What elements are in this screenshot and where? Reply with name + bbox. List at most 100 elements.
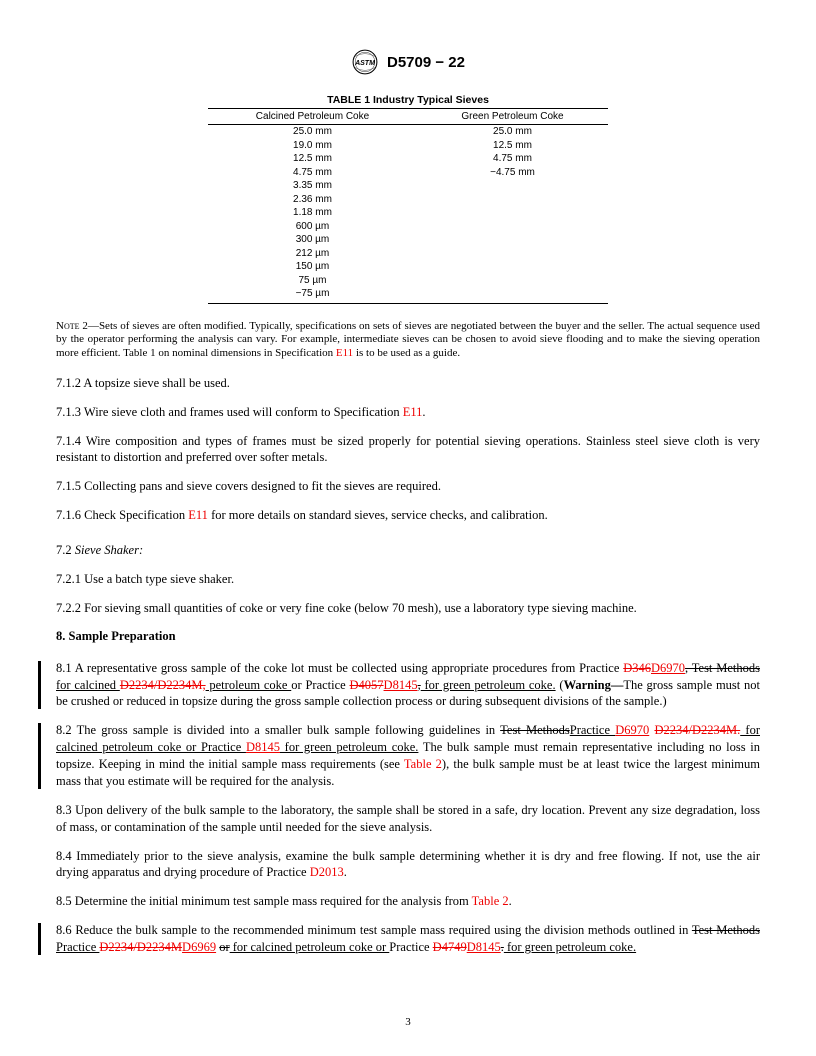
table-link[interactable]: Table 2 xyxy=(404,757,442,771)
deleted-ref: D4749 xyxy=(433,940,467,954)
table-cell: 3.35 mm xyxy=(208,179,417,193)
table-cell: −4.75 mm xyxy=(417,166,608,180)
para-text: or Practice xyxy=(291,678,349,692)
table-cell: 4.75 mm xyxy=(417,152,608,166)
para-7-2-2: 7.2.2 For sieving small quantities of co… xyxy=(56,600,760,617)
inserted-text: for green petroleum coke. xyxy=(280,740,418,754)
para-title: Sieve Shaker: xyxy=(75,543,143,557)
spec-link[interactable]: E11 xyxy=(403,405,423,419)
para-text: Upon delivery of the bulk sample to the … xyxy=(56,803,760,834)
para-num: 7.2.2 xyxy=(56,601,81,615)
deleted-text: Test Methods xyxy=(500,723,570,737)
svg-text:ASTM: ASTM xyxy=(354,60,375,67)
table-cell xyxy=(417,233,608,247)
deleted-text: , Test Methods xyxy=(685,661,760,675)
table-cell xyxy=(417,206,608,220)
table-1: TABLE 1 Industry Typical Sieves Calcined… xyxy=(208,94,608,304)
page-header: ASTM D5709 − 22 xyxy=(56,48,760,80)
para-num: 7.2 xyxy=(56,543,72,557)
table-row: 25.0 mm25.0 mm xyxy=(208,125,608,139)
para-text: A topsize sieve shall be used. xyxy=(81,376,230,390)
inserted-text: for green petroleum coke. xyxy=(421,678,556,692)
para-num: 7.2.1 xyxy=(56,572,81,586)
para-num: 8.1 xyxy=(56,661,72,675)
deleted-text: Test Methods xyxy=(692,923,760,937)
para-num: 7.1.5 xyxy=(56,479,81,493)
table-cell: 1.18 mm xyxy=(208,206,417,220)
inserted-ref[interactable]: D6970 xyxy=(651,661,685,675)
para-text: Immediately prior to the sieve analysis,… xyxy=(56,849,760,880)
spec-link[interactable]: D2013 xyxy=(310,865,344,879)
table-row: 150 µm xyxy=(208,260,608,274)
table-cell: 25.0 mm xyxy=(417,125,608,139)
para-7-1-5: 7.1.5 Collecting pans and sieve covers d… xyxy=(56,478,760,495)
table-cell: 12.5 mm xyxy=(208,152,417,166)
para-text: Reduce the bulk sample to the recommende… xyxy=(72,923,692,937)
inserted-text: Practice xyxy=(56,940,99,954)
table-cell: 25.0 mm xyxy=(208,125,417,139)
para-text: The gross sample is divided into a small… xyxy=(72,723,501,737)
inserted-text: for calcined petroleum coke or xyxy=(230,940,390,954)
para-num: 8.2 xyxy=(56,723,72,737)
table-title: TABLE 1 Industry Typical Sieves xyxy=(208,94,608,106)
para-text: . xyxy=(422,405,425,419)
para-8-2: 8.2 The gross sample is divided into a s… xyxy=(56,722,760,790)
inserted-ref[interactable]: D6970 xyxy=(615,723,649,737)
para-7-1-4: 7.1.4 Wire composition and types of fram… xyxy=(56,433,760,467)
para-num: 7.1.2 xyxy=(56,376,81,390)
para-8-5: 8.5 Determine the initial minimum test s… xyxy=(56,893,760,910)
table-cell xyxy=(417,260,608,274)
para-7-1-2: 7.1.2 A topsize sieve shall be used. xyxy=(56,375,760,392)
para-7-1-3: 7.1.3 Wire sieve cloth and frames used w… xyxy=(56,404,760,421)
para-num: 7.1.6 xyxy=(56,508,81,522)
inserted-ref[interactable]: D8145 xyxy=(246,740,280,754)
inserted-text: petroleum coke xyxy=(206,678,292,692)
para-text: Use a batch type sieve shaker. xyxy=(81,572,234,586)
para-text: A representative gross sample of the cok… xyxy=(72,661,624,675)
para-text: Collecting pans and sieve covers designe… xyxy=(81,479,441,493)
inserted-ref[interactable]: D8145 xyxy=(384,678,418,692)
para-num: 8.3 xyxy=(56,803,72,817)
inserted-ref[interactable]: D6969 xyxy=(182,940,216,954)
para-num: 8.6 xyxy=(56,923,72,937)
designation-text: D5709 − 22 xyxy=(387,54,465,71)
table-cell: 19.0 mm xyxy=(208,139,417,153)
table-cell xyxy=(417,179,608,193)
section-8-title: 8. Sample Preparation xyxy=(56,629,760,644)
para-text: . xyxy=(344,865,347,879)
para-8-3: 8.3 Upon delivery of the bulk sample to … xyxy=(56,802,760,836)
warning-label: Warning— xyxy=(564,678,624,692)
table-row: 1.18 mm xyxy=(208,206,608,220)
deleted-ref: D2234/D2234M, xyxy=(120,678,206,692)
para-text: . xyxy=(509,894,512,908)
para-text: Check Specification xyxy=(81,508,188,522)
para-text: For sieving small quantities of coke or … xyxy=(81,601,637,615)
para-8-6: 8.6 Reduce the bulk sample to the recomm… xyxy=(56,922,760,956)
deleted-ref: D2234/D2234M. xyxy=(654,723,740,737)
para-8-1: 8.1 A representative gross sample of the… xyxy=(56,660,760,711)
note-label: Note 2— xyxy=(56,320,99,332)
table-row: 3.35 mm xyxy=(208,179,608,193)
deleted-text: or xyxy=(219,940,229,954)
table-row: 2.36 mm xyxy=(208,193,608,207)
inserted-text: Practice xyxy=(570,723,615,737)
table-cell: 600 µm xyxy=(208,220,417,234)
table-cell xyxy=(417,220,608,234)
deleted-ref: D346 xyxy=(623,661,651,675)
table-row: 300 µm xyxy=(208,233,608,247)
note-text: is to be used as a guide. xyxy=(353,347,460,359)
table-cell: 150 µm xyxy=(208,260,417,274)
inserted-ref[interactable]: D8145 xyxy=(467,940,501,954)
table-col-header: Green Petroleum Coke xyxy=(417,109,608,125)
table-cell: 2.36 mm xyxy=(208,193,417,207)
spec-link[interactable]: E11 xyxy=(336,347,353,359)
para-7-1-6: 7.1.6 Check Specification E11 for more d… xyxy=(56,507,760,524)
inserted-text: for green petroleum coke. xyxy=(504,940,636,954)
para-text: Practice xyxy=(389,940,432,954)
table-link[interactable]: Table 2 xyxy=(472,894,509,908)
para-num: 7.1.4 xyxy=(56,434,81,448)
table-row: 4.75 mm−4.75 mm xyxy=(208,166,608,180)
table-cell: 12.5 mm xyxy=(417,139,608,153)
spec-link[interactable]: E11 xyxy=(188,508,208,522)
para-8-4: 8.4 Immediately prior to the sieve analy… xyxy=(56,848,760,882)
